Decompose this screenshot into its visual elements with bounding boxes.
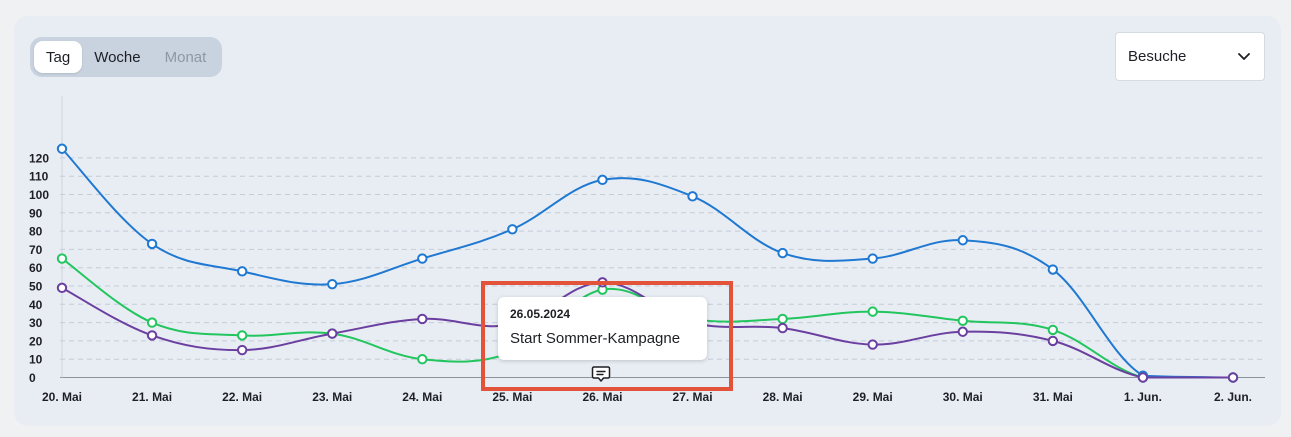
data-point[interactable] xyxy=(867,306,878,317)
metric-select-value: Besuche xyxy=(1128,48,1187,65)
y-tick-label: 10 xyxy=(29,353,43,367)
data-point[interactable] xyxy=(327,278,338,290)
y-tick-label: 0 xyxy=(29,371,36,385)
data-point[interactable] xyxy=(236,344,248,356)
x-tick-label: 27. Mai xyxy=(673,390,713,404)
annotation-date: 26.05.2024 xyxy=(510,307,571,321)
data-point[interactable] xyxy=(56,253,68,264)
y-tick-label: 20 xyxy=(29,334,43,348)
data-point[interactable] xyxy=(957,235,968,246)
x-tick-label: 25. Mai xyxy=(492,390,532,404)
data-point[interactable] xyxy=(1227,372,1239,383)
data-point[interactable] xyxy=(417,354,428,365)
data-point[interactable] xyxy=(236,330,248,341)
data-point[interactable] xyxy=(236,266,248,277)
period-day-button[interactable]: Tag xyxy=(34,41,83,73)
y-tick-label: 100 xyxy=(29,188,49,202)
annotation-tooltip: 26.05.2024 Start Sommer-Kampagne xyxy=(498,297,707,360)
x-tick-label: 24. Mai xyxy=(402,390,442,404)
y-tick-label: 120 xyxy=(29,151,49,165)
chevron-down-icon xyxy=(1238,52,1250,60)
x-tick-label: 28. Mai xyxy=(763,390,803,404)
period-month-button[interactable]: Monat xyxy=(164,48,207,66)
data-point[interactable] xyxy=(146,238,158,250)
x-tick-label: 2. Jun. xyxy=(1214,390,1252,404)
x-tick-label: 26. Mai xyxy=(582,390,622,404)
data-point[interactable] xyxy=(507,224,518,235)
y-tick-label: 60 xyxy=(29,261,43,275)
data-point[interactable] xyxy=(327,328,338,339)
x-tick-label: 20. Mai xyxy=(42,390,82,404)
data-point[interactable] xyxy=(56,282,68,294)
data-point[interactable] xyxy=(777,322,788,334)
data-point[interactable] xyxy=(867,253,878,264)
data-point[interactable] xyxy=(1137,372,1149,383)
data-point[interactable] xyxy=(777,313,788,325)
x-tick-label: 29. Mai xyxy=(853,390,893,404)
y-tick-label: 30 xyxy=(29,316,43,330)
x-axis-ticks: 20. Mai 21. Mai 22. Mai 23. Mai 24. Mai 25. M… xyxy=(42,390,1252,404)
x-tick-label: 21. Mai xyxy=(132,390,172,404)
x-tick-label: 22. Mai xyxy=(222,390,262,404)
x-tick-label: 1. Jun. xyxy=(1124,390,1162,404)
data-point[interactable] xyxy=(417,253,428,264)
annotation-text: Start Sommer-Kampagne xyxy=(510,330,681,347)
period-week-button[interactable]: Woche xyxy=(94,48,141,66)
data-point[interactable] xyxy=(1047,324,1059,336)
x-tick-label: 23. Mai xyxy=(312,390,352,404)
grid-lines xyxy=(60,96,1265,378)
y-tick-label: 110 xyxy=(29,170,49,184)
y-tick-label: 80 xyxy=(29,225,43,239)
data-point[interactable] xyxy=(597,174,608,186)
data-point[interactable] xyxy=(957,326,968,337)
data-point[interactable] xyxy=(56,143,68,154)
y-tick-label: 90 xyxy=(29,206,43,220)
y-tick-label: 50 xyxy=(29,280,43,294)
data-point[interactable] xyxy=(867,339,878,350)
highlight-box xyxy=(481,281,733,391)
data-point[interactable] xyxy=(1047,264,1059,275)
data-point[interactable] xyxy=(146,317,158,328)
data-point[interactable] xyxy=(957,315,968,326)
data-point[interactable] xyxy=(417,313,428,325)
metric-select[interactable]: Besuche xyxy=(1115,32,1265,81)
y-axis-ticks: 0 10 20 30 40 50 60 70 80 90 100 110 120 xyxy=(29,151,49,385)
comment-icon[interactable] xyxy=(591,364,611,384)
y-tick-label: 70 xyxy=(29,243,43,257)
x-tick-label: 30. Mai xyxy=(943,390,983,404)
period-toggle: Tag Woche Monat xyxy=(30,37,223,77)
x-tick-label: 31. Mai xyxy=(1033,390,1073,404)
data-point[interactable] xyxy=(687,191,698,202)
data-point[interactable] xyxy=(777,247,788,259)
data-point[interactable] xyxy=(1047,335,1059,347)
y-tick-label: 40 xyxy=(29,298,43,312)
data-point[interactable] xyxy=(146,330,158,341)
